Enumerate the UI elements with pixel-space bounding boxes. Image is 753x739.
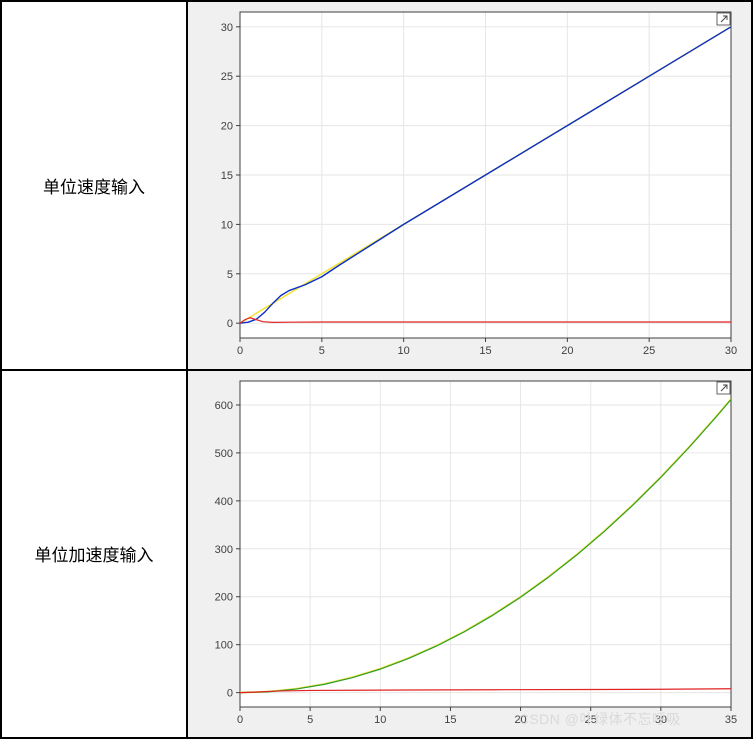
svg-text:15: 15 [221, 170, 233, 182]
svg-text:30: 30 [725, 345, 737, 357]
svg-text:30: 30 [221, 22, 233, 34]
svg-text:200: 200 [215, 591, 233, 603]
svg-text:20: 20 [514, 714, 526, 726]
velocity-chart: 0 5 10 15 20 25 30 0 5 10 15 20 25 30 [192, 6, 745, 364]
svg-text:10: 10 [221, 219, 233, 231]
svg-text:25: 25 [221, 71, 233, 83]
svg-text:25: 25 [643, 345, 655, 357]
svg-text:5: 5 [307, 714, 313, 726]
row1-label: 单位速度输入 [43, 173, 145, 198]
svg-text:30: 30 [655, 714, 667, 726]
svg-text:15: 15 [479, 345, 491, 357]
svg-text:400: 400 [215, 495, 233, 507]
svg-text:0: 0 [237, 345, 243, 357]
row2-label: 单位加速度输入 [35, 541, 154, 566]
svg-text:15: 15 [444, 714, 456, 726]
svg-text:0: 0 [227, 687, 233, 699]
svg-text:5: 5 [319, 345, 325, 357]
row2-label-cell: 单位加速度输入 [1, 370, 187, 739]
row2-chart-cell: 051015202530350100200300400500600 CSDN @… [187, 370, 752, 739]
svg-text:5: 5 [227, 269, 233, 281]
row1-chart-cell: 0 5 10 15 20 25 30 0 5 10 15 20 25 30 [187, 1, 752, 370]
svg-text:100: 100 [215, 639, 233, 651]
layout-grid: 单位速度输入 051015202530051015202530 单位加速度输入 … [0, 0, 753, 739]
svg-text:20: 20 [221, 121, 233, 133]
svg-text:500: 500 [215, 447, 233, 459]
row1-label-cell: 单位速度输入 [1, 1, 187, 370]
svg-text:0: 0 [227, 318, 233, 330]
svg-text:600: 600 [215, 399, 233, 411]
svg-text:0: 0 [237, 714, 243, 726]
svg-text:35: 35 [725, 714, 737, 726]
svg-text:300: 300 [215, 543, 233, 555]
svg-text:10: 10 [374, 714, 386, 726]
svg-text:10: 10 [398, 345, 410, 357]
acceleration-chart: 0 5 10 15 20 25 30 35 0 100 200 300 400 500 600 [192, 375, 745, 733]
svg-text:20: 20 [561, 345, 573, 357]
svg-text:25: 25 [585, 714, 597, 726]
